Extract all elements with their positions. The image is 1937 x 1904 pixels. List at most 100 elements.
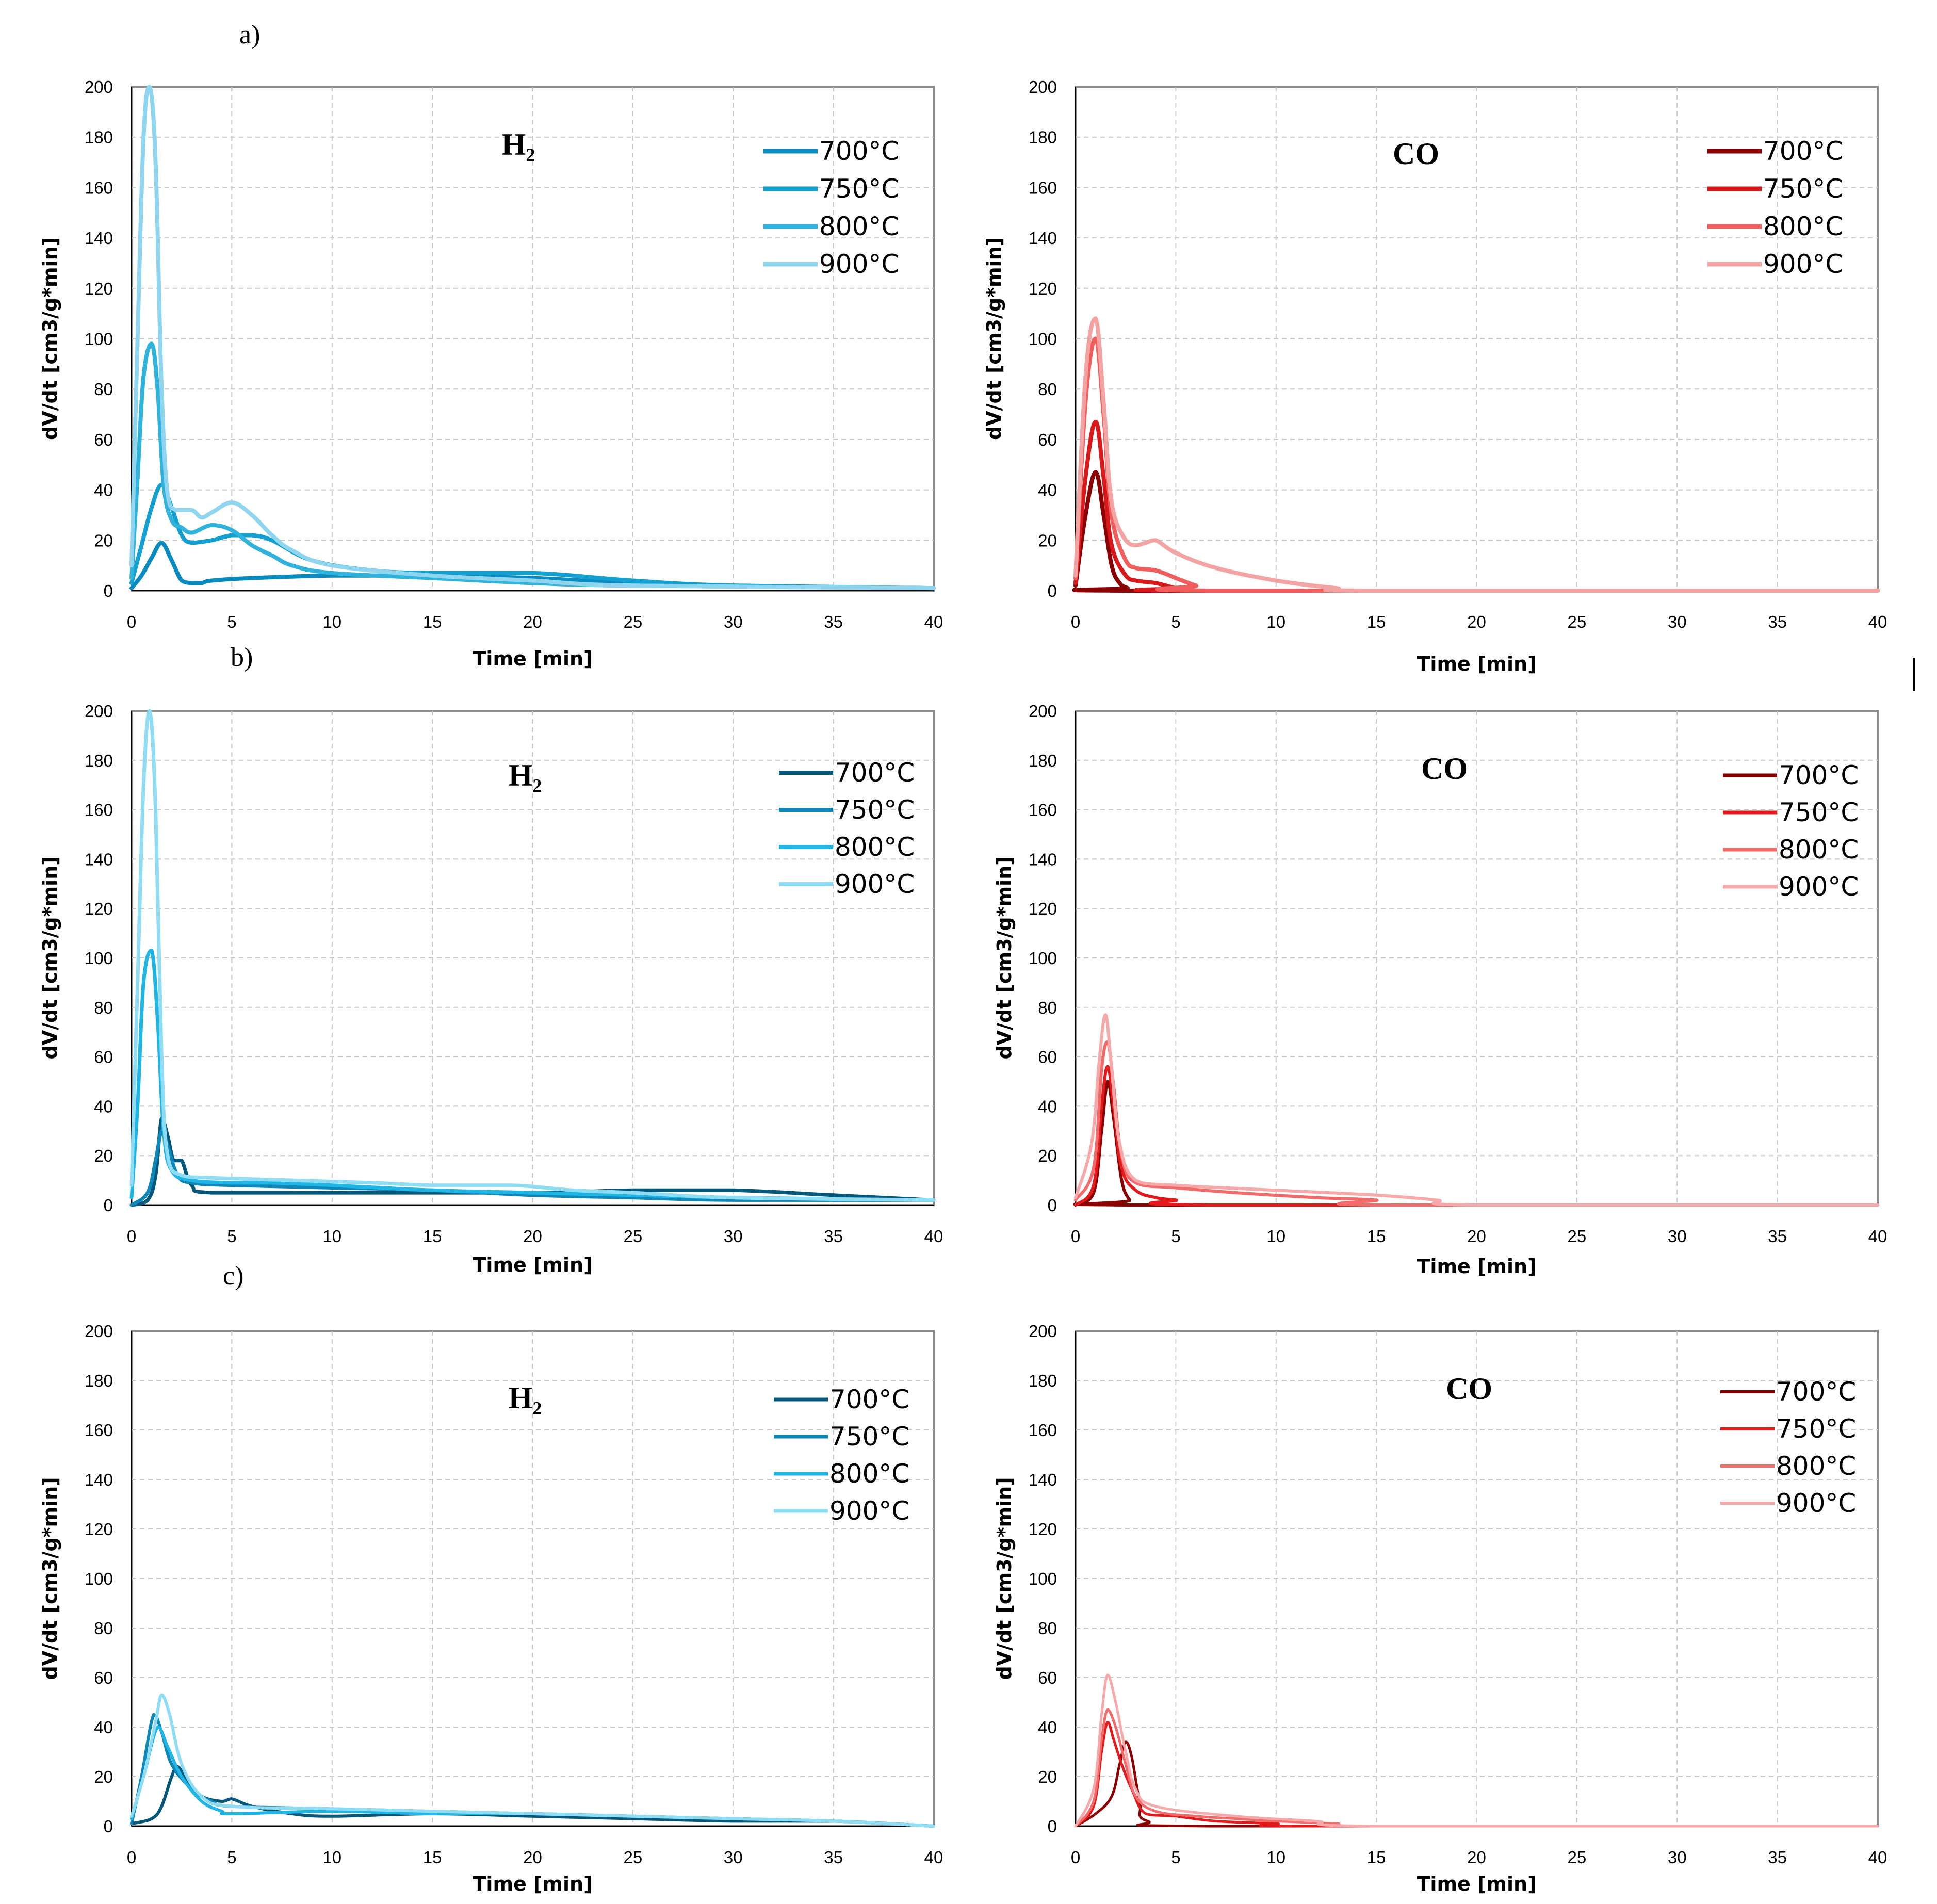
- x-tick-label: 20: [523, 612, 542, 631]
- y-tick-label: 160: [85, 1421, 113, 1440]
- x-tick-label: 25: [1568, 1848, 1587, 1867]
- x-tick-label: 35: [824, 1227, 843, 1246]
- x-tick-label: 5: [227, 612, 236, 631]
- x-tick-label: 30: [724, 1227, 743, 1246]
- y-tick-label: 0: [1048, 581, 1057, 600]
- y-tick-label: 40: [1038, 1097, 1057, 1116]
- x-tick-label: 15: [1367, 612, 1386, 631]
- y-axis-title: dV/dt [cm3/g*min]: [39, 237, 61, 440]
- y-tick-label: 0: [104, 1817, 113, 1836]
- y-tick-label: 100: [1029, 330, 1057, 349]
- x-tick-label: 20: [1467, 612, 1486, 631]
- y-axis-title: dV/dt [cm3/g*min]: [39, 1477, 61, 1680]
- x-tick-label: 10: [322, 1227, 341, 1246]
- chart-title: H₂: [509, 758, 542, 792]
- y-tick-label: 160: [1029, 1421, 1057, 1440]
- x-tick-label: 15: [423, 1848, 442, 1867]
- y-tick-label: 60: [94, 430, 113, 449]
- x-tick-label: 40: [1868, 612, 1887, 631]
- x-tick-label: 40: [1868, 1848, 1887, 1867]
- x-tick-label: 30: [1668, 1227, 1687, 1246]
- chart-b-co: 0 20 40 60 80 100 120 140 160 180 200 0 5 10 15 20 25 30 3…: [993, 702, 1887, 1278]
- legend-label: 700°C: [835, 758, 915, 788]
- x-tick-label: 10: [1266, 1848, 1285, 1867]
- x-tick-label: 25: [624, 1848, 643, 1867]
- x-tick-label: 30: [1668, 1848, 1687, 1867]
- legend-label: 900°C: [819, 249, 899, 279]
- y-tick-label: 180: [1029, 128, 1057, 147]
- x-tick-label: 25: [624, 612, 643, 631]
- chart-title: H₂: [509, 1381, 542, 1415]
- x-tick-label: 40: [1868, 1227, 1887, 1246]
- legend-label: 750°C: [829, 1422, 909, 1452]
- x-tick-label: 5: [227, 1227, 236, 1246]
- y-tick-label: 180: [85, 128, 113, 147]
- y-tick-label: 80: [94, 998, 113, 1017]
- chart-title: CO: [1446, 1372, 1492, 1406]
- x-tick-label: 0: [1071, 1227, 1080, 1246]
- y-tick-label: 40: [1038, 1718, 1057, 1737]
- y-tick-label: 0: [104, 1196, 113, 1215]
- series-line-800c: [1074, 1040, 1879, 1207]
- y-tick-label: 120: [1029, 1520, 1057, 1539]
- x-tick-label: 35: [824, 1848, 843, 1867]
- x-tick-label: 15: [423, 612, 442, 631]
- x-tick-label: 35: [1768, 1227, 1787, 1246]
- y-tick-label: 20: [94, 1767, 113, 1786]
- y-tick-label: 200: [85, 702, 113, 721]
- y-tick-label: 40: [94, 481, 113, 500]
- x-tick-label: 5: [227, 1848, 236, 1867]
- x-tick-label: 25: [624, 1227, 643, 1246]
- y-axis-title: dV/dt [cm3/g*min]: [993, 1477, 1016, 1680]
- y-tick-label: 100: [1029, 1569, 1057, 1588]
- legend-label: 800°C: [829, 1459, 909, 1489]
- x-tick-label: 35: [1768, 1848, 1787, 1867]
- series-line-750c: [129, 1129, 936, 1207]
- y-tick-label: 180: [85, 751, 113, 770]
- y-tick-label: 180: [85, 1371, 113, 1390]
- chart-title: CO: [1421, 752, 1468, 786]
- y-tick-label: 20: [94, 1146, 113, 1165]
- x-tick-label: 20: [1467, 1227, 1486, 1246]
- y-tick-label: 140: [85, 229, 113, 248]
- y-tick-label: 20: [1038, 1146, 1057, 1165]
- y-tick-label: 120: [85, 899, 113, 918]
- x-axis-title: Time [min]: [473, 647, 593, 670]
- legend-label: 800°C: [819, 211, 899, 241]
- y-tick-label: 60: [1038, 1048, 1057, 1067]
- y-tick-label: 80: [1038, 998, 1057, 1017]
- y-tick-label: 0: [1048, 1196, 1057, 1215]
- legend-label: 750°C: [819, 174, 899, 204]
- x-tick-label: 10: [322, 612, 341, 631]
- chart-c-h2: 0 20 40 60 80 100 120 140 160 180 200 0 5 10 15 20 25 30 3…: [39, 1322, 943, 1895]
- series-line-900c: [130, 1693, 935, 1828]
- y-tick-label: 60: [94, 1048, 113, 1067]
- x-tick-label: 10: [322, 1848, 341, 1867]
- legend-label: 700°C: [1763, 136, 1843, 166]
- legend-label: 800°C: [1776, 1451, 1856, 1481]
- panel-label-a: a): [239, 20, 260, 50]
- y-tick-label: 80: [1038, 380, 1057, 399]
- y-tick-label: 100: [85, 1569, 113, 1588]
- y-tick-label: 40: [94, 1718, 113, 1737]
- x-tick-label: 30: [724, 612, 743, 631]
- y-tick-label: 140: [1029, 1470, 1057, 1489]
- chart-title: H₂: [502, 127, 535, 161]
- x-tick-label: 10: [1266, 612, 1285, 631]
- x-tick-label: 40: [924, 1227, 943, 1246]
- x-tick-label: 40: [924, 612, 943, 631]
- y-tick-label: 60: [1038, 1668, 1057, 1687]
- x-axis-title: Time [min]: [473, 1254, 593, 1276]
- series-line-900c: [129, 85, 936, 591]
- y-tick-label: 160: [1029, 178, 1057, 197]
- chart-a-h2: 0 20 40 60 80 100 120 140 160 180 200 0 5 10 15 20 25 30 3…: [39, 77, 943, 670]
- series-line-900c: [1074, 1013, 1879, 1207]
- x-tick-label: 5: [1171, 1227, 1180, 1246]
- x-tick-label: 35: [1768, 612, 1787, 631]
- x-tick-label: 5: [1171, 612, 1180, 631]
- y-tick-label: 200: [1029, 1322, 1057, 1341]
- x-axis-title: Time [min]: [473, 1873, 593, 1895]
- series-line-900c: [1073, 316, 1880, 593]
- series-line-900c: [129, 709, 936, 1202]
